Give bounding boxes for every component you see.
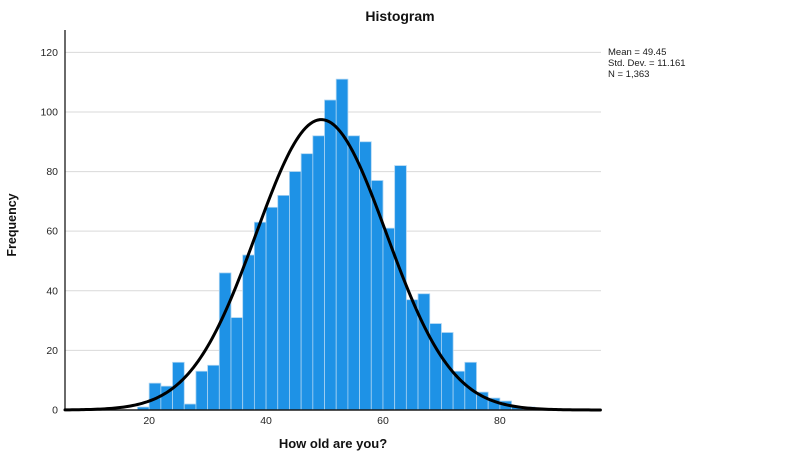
histogram-bar (242, 254, 255, 411)
normal-curve (63, 118, 602, 412)
stat-n: N = 1,363 (608, 69, 650, 80)
y-axis-title: Frequency (5, 193, 19, 257)
histogram-bar (429, 323, 442, 411)
histogram-bar (347, 135, 360, 411)
x-tick-label: 60 (377, 415, 389, 427)
x-tick-label: 40 (260, 415, 272, 427)
histogram-bar (289, 171, 302, 411)
histogram-bar (370, 180, 384, 411)
stat-mean: Mean = 49.45 (608, 47, 667, 58)
y-tick-label: 80 (46, 166, 58, 178)
histogram-bar (382, 227, 396, 411)
y-tick-label: 100 (40, 106, 58, 118)
y-tick-label: 60 (46, 226, 58, 238)
histogram-bar (207, 364, 220, 411)
y-tick-label: 40 (46, 285, 58, 297)
histogram-bar (300, 153, 314, 411)
histogram-bar (195, 370, 209, 411)
x-tick-label: 20 (143, 415, 155, 427)
y-tick-label: 0 (52, 405, 58, 417)
histogram-bar (312, 135, 325, 411)
histogram-bar (265, 206, 279, 411)
histogram-bar (417, 293, 431, 411)
histogram-bar (230, 317, 244, 411)
y-tick-label: 20 (46, 345, 58, 357)
histogram-bar (253, 221, 267, 411)
chart-title: Histogram (365, 8, 435, 24)
histogram-bar (405, 299, 419, 411)
stat-std-dev: Std. Dev. = 11.161 (608, 58, 686, 69)
histogram-bar (394, 165, 407, 411)
x-axis-title: How old are you? (278, 436, 388, 451)
y-tick-label: 120 (40, 47, 58, 59)
histogram-bar (218, 272, 232, 411)
histogram-bar (324, 99, 337, 411)
x-tick-label: 80 (494, 415, 506, 427)
histogram-bar (277, 195, 290, 411)
histogram-bar (183, 403, 197, 411)
stats-box: Mean = 49.45 Std. Dev. = 11.161 N = 1,36… (608, 47, 686, 80)
